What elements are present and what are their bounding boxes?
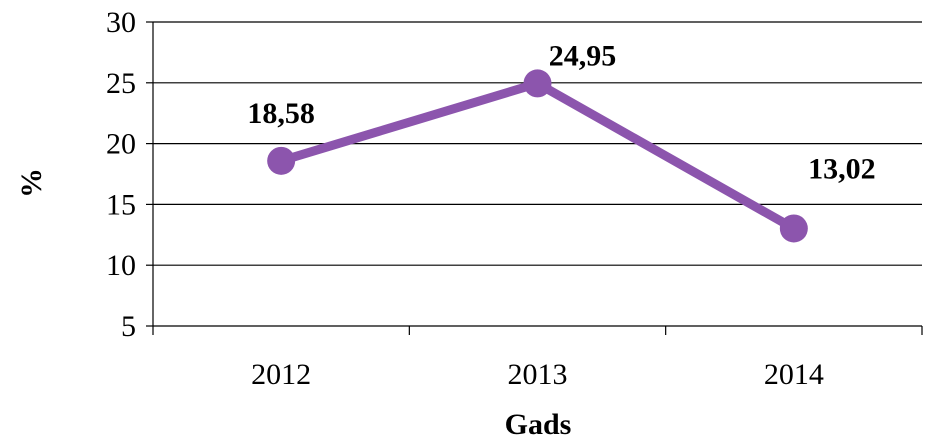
grid-lines [153, 21, 922, 266]
data-point [267, 146, 296, 175]
x-tick-label: 2013 [508, 358, 568, 391]
data-point [779, 214, 808, 243]
y-tick-labels: 5 10 15 20 25 30 [106, 6, 136, 343]
y-tick-label: 30 [106, 6, 136, 39]
x-axis-title: Gads [505, 408, 572, 441]
y-tick-label: 5 [121, 310, 136, 343]
y-tick-label: 15 [106, 188, 136, 221]
x-tick-labels: 2012 2013 2014 [251, 358, 824, 391]
y-axis-title: % [15, 168, 48, 198]
y-tick-label: 10 [106, 249, 136, 282]
series-line [267, 69, 808, 243]
x-tick-label: 2014 [764, 358, 824, 391]
x-tick-label: 2012 [251, 358, 311, 391]
axes [146, 21, 923, 335]
data-label: 24,95 [549, 39, 617, 72]
series-path [276, 78, 799, 233]
data-labels: 18,58 24,95 13,02 [247, 39, 875, 185]
data-point [523, 69, 552, 98]
y-tick-label: 25 [106, 67, 136, 100]
y-tick-label: 20 [106, 128, 136, 161]
data-label: 13,02 [808, 152, 876, 185]
data-label: 18,58 [247, 97, 315, 130]
